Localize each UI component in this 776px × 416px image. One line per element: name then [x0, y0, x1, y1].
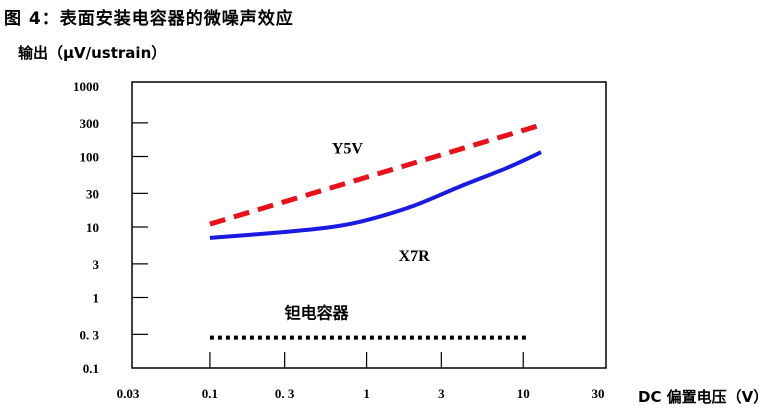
- x-tick-label: 0. 3: [275, 386, 295, 401]
- y-tick-label: 1: [93, 291, 100, 306]
- x-tick-label: 1: [363, 386, 370, 401]
- series-annotation: 钽电容器: [285, 304, 350, 323]
- y-tick-label: 100: [80, 150, 100, 165]
- series-line: [209, 150, 542, 240]
- annotations: Y5V X7R 钽电容器: [285, 141, 430, 323]
- series-line: [209, 122, 542, 227]
- y-tick-label: 0.1: [83, 361, 99, 376]
- y-tick-label: 0. 3: [80, 327, 100, 342]
- x-tick-label: 30: [592, 386, 605, 401]
- y-axis-label: 输出（μV/ustrain）: [18, 44, 167, 62]
- y-tick-label: 3: [93, 257, 100, 272]
- y-tick-label: 10: [86, 220, 99, 235]
- y-tick-label: 300: [80, 116, 100, 131]
- x-tick-label: 3: [438, 386, 445, 401]
- x-tick-label: 10: [517, 386, 530, 401]
- y-tick-label: 30: [86, 186, 99, 201]
- axis-ticks: 0.1 0. 3 1 3 10 30 100 300 1000 0.03 0.1 0. 3 1 3 10 30: [73, 79, 605, 401]
- figure-title: 图 4：表面安装电容器的微噪声效应: [4, 9, 294, 29]
- series-lines: [209, 122, 542, 340]
- plot-frame: [131, 81, 607, 369]
- x-tick-label: 0.1: [202, 386, 218, 401]
- series-annotation: Y5V: [332, 141, 364, 158]
- x-axis-label: DC 偏置电压（V）: [638, 388, 769, 406]
- x-tick-label: 0.03: [117, 386, 140, 401]
- y-tick-label: 1000: [73, 79, 99, 94]
- series-annotation: X7R: [399, 248, 431, 265]
